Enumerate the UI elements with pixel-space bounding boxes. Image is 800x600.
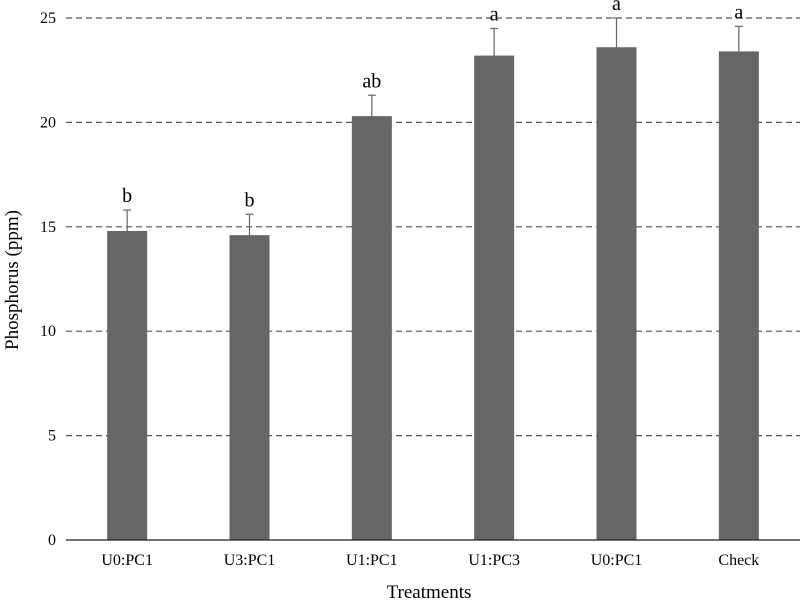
y-tick-label: 0 (48, 532, 56, 549)
x-axis-title: Treatments (387, 582, 472, 600)
x-tick-label: U0:PC1 (101, 552, 153, 569)
x-tick-label: Check (718, 552, 759, 569)
error-bar (612, 17, 621, 78)
significance-letter: b (245, 189, 255, 211)
significance-labels: b b ab a a a (122, 0, 743, 211)
bar (474, 55, 515, 541)
y-tick-label: 15 (40, 219, 56, 236)
significance-letter: a (490, 3, 499, 25)
bar (596, 47, 637, 541)
x-tick-label: U1:PC3 (468, 552, 520, 569)
error-bar (490, 27, 499, 84)
x-tick-label: U3:PC1 (224, 552, 276, 569)
x-tick-labels: U0:PC1 U3:PC1 U1:PC1 U1:PC3 U0:PC1 Check (101, 552, 759, 569)
error-bar (367, 94, 376, 138)
error-bars (123, 17, 743, 257)
significance-letter: b (122, 185, 132, 207)
bar (351, 116, 392, 541)
y-tick-label: 10 (40, 323, 56, 340)
x-tick-label: U0:PC1 (591, 552, 643, 569)
y-tick-label: 5 (48, 428, 56, 445)
y-tick-label: 25 (40, 10, 56, 27)
bar (107, 230, 148, 540)
significance-letter: a (734, 1, 743, 23)
significance-letter: a (612, 0, 621, 15)
bar (718, 51, 759, 541)
significance-letter: ab (362, 70, 381, 92)
error-bar (245, 213, 254, 257)
bar (229, 235, 270, 541)
gridlines (66, 17, 800, 437)
y-tick-label: 20 (40, 114, 56, 131)
error-bar (734, 25, 743, 78)
error-bar (123, 209, 132, 253)
x-tick-label: U1:PC1 (346, 552, 398, 569)
y-tick-labels: 0 5 10 15 20 25 (40, 10, 56, 549)
bars (107, 47, 759, 541)
y-axis-title: Phosphorus (ppm) (2, 210, 23, 350)
